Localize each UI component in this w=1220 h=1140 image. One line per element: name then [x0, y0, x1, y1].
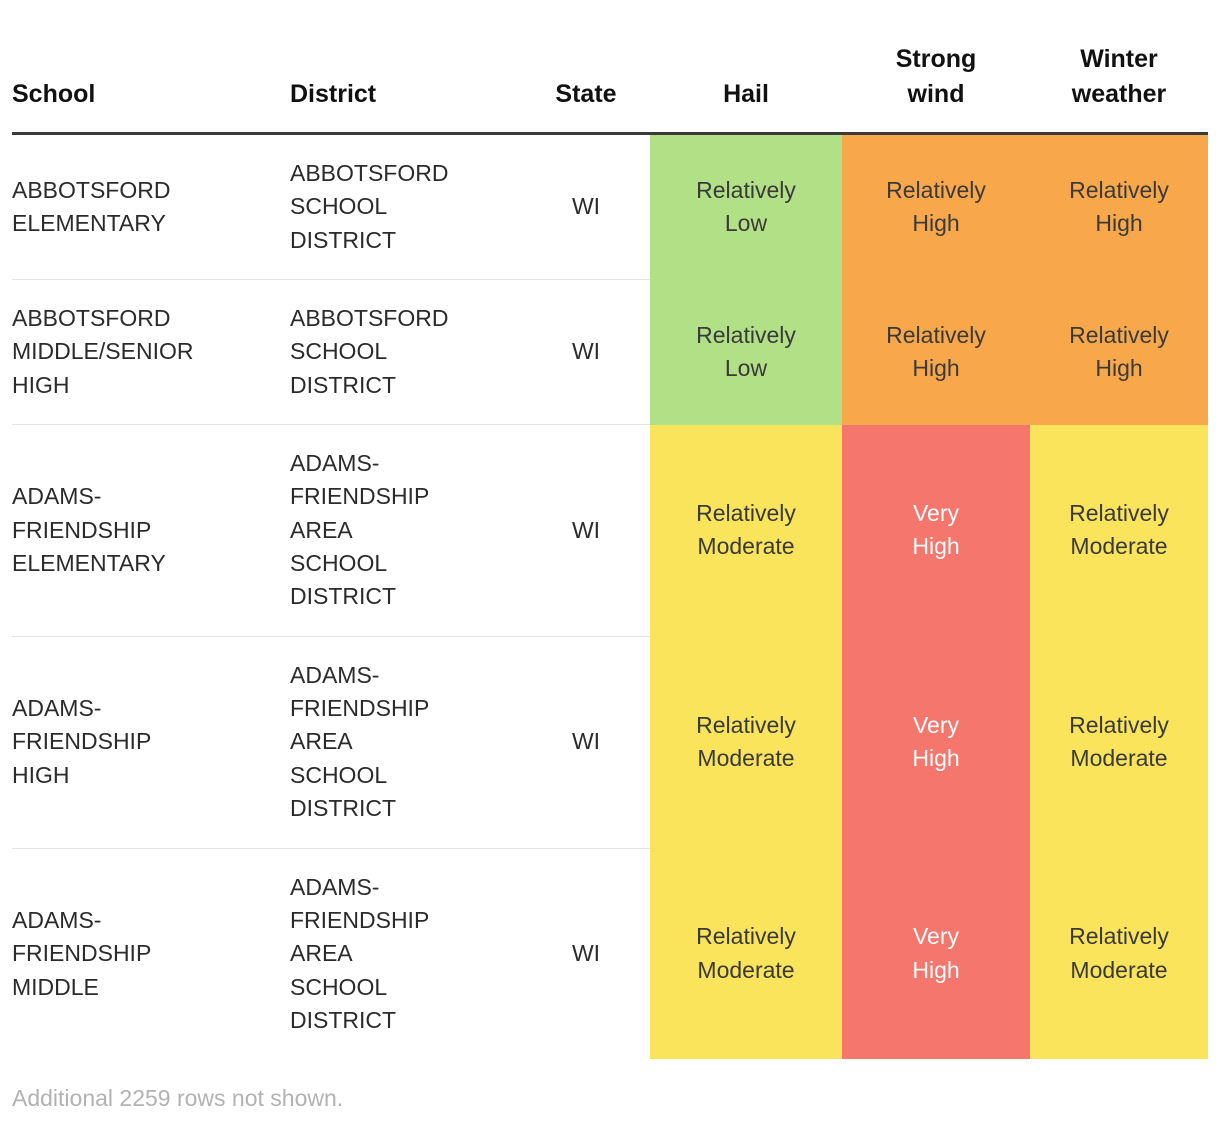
winter-weather-rating-cell: Relatively Moderate — [1030, 848, 1208, 1060]
state-cell: WI — [522, 635, 650, 848]
table-row: ADAMS- FRIENDSHIP HIGH ADAMS- FRIENDSHIP… — [12, 635, 1208, 848]
strong-wind-rating-cell: Very High — [842, 848, 1030, 1060]
column-header-district: District — [290, 0, 522, 135]
school-cell: ADAMS- FRIENDSHIP HIGH — [12, 635, 290, 848]
winter-weather-rating-cell: Relatively High — [1030, 279, 1208, 425]
district-cell: ADAMS- FRIENDSHIP AREA SCHOOL DISTRICT — [290, 424, 522, 637]
winter-weather-rating-cell: Relatively Moderate — [1030, 424, 1208, 637]
school-cell: ABBOTSFORD MIDDLE/SENIOR HIGH — [12, 279, 290, 425]
district-cell: ABBOTSFORD SCHOOL DISTRICT — [290, 279, 522, 425]
column-header-strong-wind: Strong wind — [842, 0, 1030, 135]
table-body: ABBOTSFORD ELEMENTARY ABBOTSFORD SCHOOL … — [12, 133, 1208, 1060]
table-row: ADAMS- FRIENDSHIP MIDDLE ADAMS- FRIENDSH… — [12, 847, 1208, 1060]
strong-wind-rating-cell: Relatively High — [842, 133, 1030, 280]
district-cell: ADAMS- FRIENDSHIP AREA SCHOOL DISTRICT — [290, 847, 522, 1060]
school-hazard-risk-table: School District State Hail Strong wind W… — [12, 0, 1208, 1060]
school-cell: ABBOTSFORD ELEMENTARY — [12, 176, 171, 237]
hail-rating-cell: Relatively Moderate — [650, 424, 842, 637]
strong-wind-rating-cell: Very High — [842, 424, 1030, 637]
hail-rating-cell: Relatively Moderate — [650, 848, 842, 1060]
district-cell: ADAMS- FRIENDSHIP AREA SCHOOL DISTRICT — [290, 635, 522, 848]
state-cell: WI — [522, 279, 650, 425]
state-cell: WI — [522, 424, 650, 637]
table-header: School District State Hail Strong wind W… — [12, 0, 1208, 135]
rows-not-shown-note: Additional 2259 rows not shown. — [12, 1085, 344, 1112]
state-cell: WI — [571, 193, 601, 220]
district-cell: ABBOTSFORD SCHOOL DISTRICT — [290, 160, 449, 253]
hail-rating-cell: Relatively Low — [650, 279, 842, 425]
column-header-hail: Hail — [650, 0, 842, 135]
table-row: ABBOTSFORD MIDDLE/SENIOR HIGH ABBOTSFORD… — [12, 279, 1208, 425]
strong-wind-rating-cell: Relatively High — [842, 279, 1030, 425]
state-cell: WI — [522, 847, 650, 1060]
column-header-state: State — [522, 0, 650, 135]
header-row: School District State Hail Strong wind W… — [12, 0, 1208, 135]
column-header-school: School — [12, 0, 290, 135]
winter-weather-rating-cell: Relatively Moderate — [1030, 636, 1208, 848]
hail-rating-cell: Relatively Low — [650, 133, 842, 280]
school-cell: ADAMS- FRIENDSHIP MIDDLE — [12, 847, 290, 1060]
winter-weather-rating-cell: Relatively High — [1030, 133, 1208, 280]
table-row: ABBOTSFORD ELEMENTARY ABBOTSFORD SCHOOL … — [12, 133, 1208, 280]
strong-wind-rating-cell: Very High — [842, 636, 1030, 848]
column-header-winter-weather: Winter weather — [1030, 0, 1208, 135]
table-row: ADAMS- FRIENDSHIP ELEMENTARY ADAMS- FRIE… — [12, 424, 1208, 637]
school-cell: ADAMS- FRIENDSHIP ELEMENTARY — [12, 424, 290, 637]
hail-rating-cell: Relatively Moderate — [650, 636, 842, 848]
